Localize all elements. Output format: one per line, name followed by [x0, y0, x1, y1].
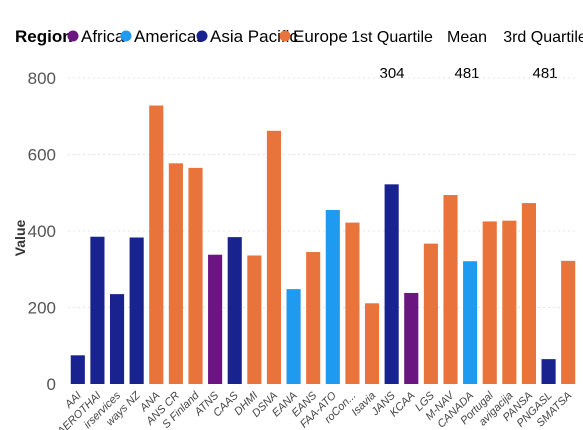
y-tick-label: 600 [28, 146, 56, 165]
y-axis-title: Value [12, 220, 28, 257]
stat-label-q1: 1st Quartile [351, 29, 433, 46]
bar-pngasl[interactable] [541, 359, 556, 384]
stat-value-q1: 304 [379, 65, 404, 82]
bar-atns[interactable] [208, 254, 223, 384]
bar-kcaa[interactable] [404, 292, 419, 384]
bar-eans[interactable] [306, 252, 321, 384]
bar-airservices[interactable] [109, 294, 125, 384]
bar-m-nav[interactable] [443, 195, 458, 384]
bar-ans-cr[interactable] [168, 163, 183, 384]
legend-marker-asia-pacific [196, 30, 208, 42]
bar-ans-finland[interactable] [188, 167, 203, 384]
legend-title: Region [15, 27, 73, 46]
legend-marker-americas [120, 30, 132, 42]
bar-isavia[interactable] [364, 303, 380, 384]
legend-label-africa: Africa [81, 27, 125, 46]
bar-nav-canada[interactable] [463, 261, 478, 384]
legend: Region Africa Americas Asia Pacific Euro… [15, 27, 348, 46]
legend-label-europe: Europe [293, 27, 348, 46]
bar-ana[interactable] [149, 105, 164, 384]
y-tick-label: 200 [28, 299, 56, 318]
bar-jans[interactable] [384, 184, 399, 384]
bar-dhmi[interactable] [247, 255, 262, 384]
bar-faa-ato[interactable] [325, 209, 340, 384]
bar-dsna[interactable] [266, 130, 282, 384]
bars-layer [70, 105, 576, 384]
bar-airways-nz[interactable] [129, 237, 144, 384]
stat-label-mean: Mean [447, 29, 487, 46]
y-tick-label: 400 [28, 222, 56, 241]
stat-label-q3: 3rd Quartile [503, 29, 583, 46]
bar-nav-portugal[interactable] [482, 221, 497, 384]
bar-aai[interactable] [70, 355, 85, 384]
bar-caas[interactable] [227, 237, 242, 384]
bar-lgs[interactable] [423, 243, 438, 384]
stat-value-mean: 481 [454, 65, 479, 82]
stat-value-q3: 481 [532, 65, 557, 82]
bar-smatsa[interactable] [561, 260, 576, 384]
grid-layer [68, 77, 578, 308]
bar-navigacija[interactable] [502, 220, 517, 384]
y-tick-label: 800 [28, 69, 56, 88]
y-tick-labels: 0 200 400 600 800 [28, 69, 56, 394]
bar-eana[interactable] [286, 289, 301, 384]
bar-navaerocon-[interactable] [345, 222, 360, 384]
stats-panel: 1st Quartile 304 Mean 481 3rd Quartile 4… [351, 29, 583, 82]
bar-pansa[interactable] [521, 203, 537, 384]
y-tick-label: 0 [47, 375, 56, 394]
legend-marker-europe [279, 30, 291, 42]
legend-label-asia-pacific: Asia Pacific [210, 27, 298, 46]
legend-label-americas: Americas [134, 27, 205, 46]
bar-aerothai[interactable] [90, 236, 105, 384]
legend-marker-africa [67, 30, 79, 42]
